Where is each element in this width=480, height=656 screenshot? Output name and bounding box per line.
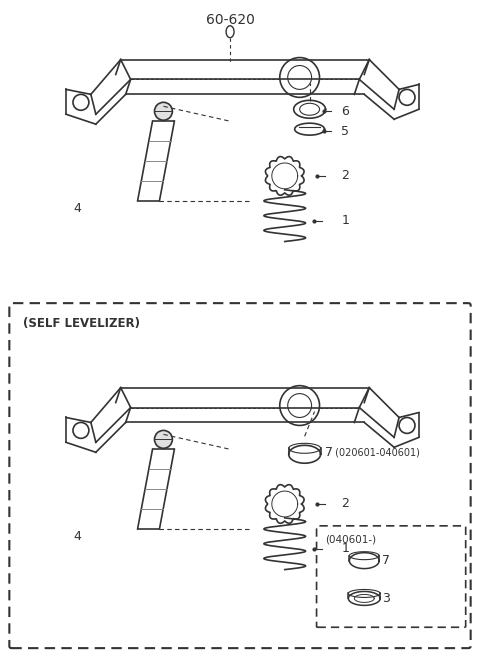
Text: 2: 2	[341, 497, 349, 510]
Text: 7: 7	[382, 554, 390, 567]
Text: (SELF LEVELIZER): (SELF LEVELIZER)	[23, 317, 140, 329]
Text: 60-620: 60-620	[205, 13, 254, 27]
Text: 2: 2	[341, 169, 349, 182]
Text: 7: 7	[324, 446, 333, 459]
FancyBboxPatch shape	[316, 526, 466, 627]
Text: 1: 1	[341, 214, 349, 227]
Text: 4: 4	[73, 530, 81, 543]
Text: (040601-): (040601-)	[325, 535, 377, 544]
Text: 5: 5	[341, 125, 349, 138]
Circle shape	[155, 102, 172, 120]
Circle shape	[280, 386, 320, 426]
Circle shape	[280, 58, 320, 97]
Text: 1: 1	[341, 543, 349, 555]
Text: 3: 3	[382, 592, 390, 605]
Circle shape	[155, 430, 172, 448]
Text: 4: 4	[73, 202, 81, 215]
Text: (020601-040601): (020601-040601)	[333, 447, 420, 457]
Text: 6: 6	[341, 105, 349, 118]
